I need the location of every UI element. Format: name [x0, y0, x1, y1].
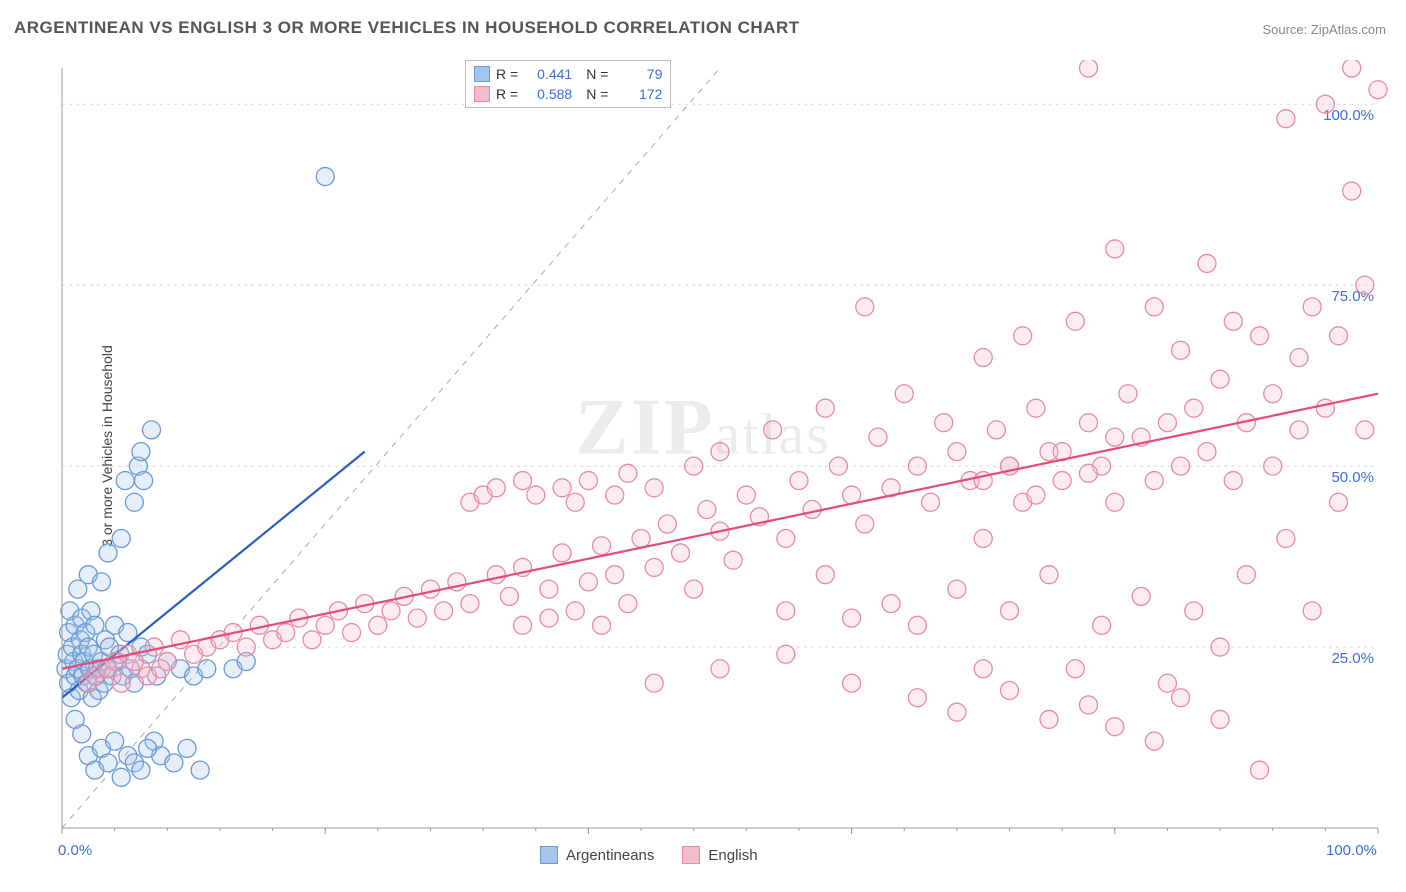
chart-title: ARGENTINEAN VS ENGLISH 3 OR MORE VEHICLE…	[14, 18, 800, 38]
legend-n-value: 79	[614, 64, 662, 84]
legend-r-label: R =	[496, 64, 518, 84]
legend-swatch	[682, 846, 700, 864]
legend-item: Argentineans	[540, 846, 654, 864]
series-legend: Argentineans English	[540, 846, 758, 864]
legend-item: English	[682, 846, 757, 864]
legend-n-label: N =	[586, 84, 608, 104]
legend-swatch	[540, 846, 558, 864]
correlation-legend: R = 0.441 N = 79 R = 0.588 N = 172	[465, 60, 671, 108]
legend-n-label: N =	[586, 64, 608, 84]
legend-r-label: R =	[496, 84, 518, 104]
chart-area: 25.0%50.0%75.0%100.0%	[50, 60, 1390, 850]
source-label: Source:	[1262, 22, 1310, 37]
legend-swatch	[474, 86, 490, 102]
svg-text:50.0%: 50.0%	[1331, 469, 1374, 486]
legend-swatch	[474, 66, 490, 82]
x-axis-min-label: 0.0%	[58, 842, 92, 859]
svg-text:25.0%: 25.0%	[1331, 650, 1374, 667]
source-link[interactable]: ZipAtlas.com	[1311, 22, 1386, 37]
legend-label: English	[708, 847, 757, 864]
x-axis-max-label: 100.0%	[1326, 842, 1377, 859]
legend-r-value: 0.588	[524, 84, 572, 104]
legend-label: Argentineans	[566, 847, 654, 864]
legend-n-value: 172	[614, 84, 662, 104]
legend-row: R = 0.588 N = 172	[474, 84, 662, 104]
source-attribution: Source: ZipAtlas.com	[1262, 22, 1386, 37]
legend-row: R = 0.441 N = 79	[474, 64, 662, 84]
scatter-chart: 25.0%50.0%75.0%100.0%	[50, 60, 1390, 850]
legend-r-value: 0.441	[524, 64, 572, 84]
